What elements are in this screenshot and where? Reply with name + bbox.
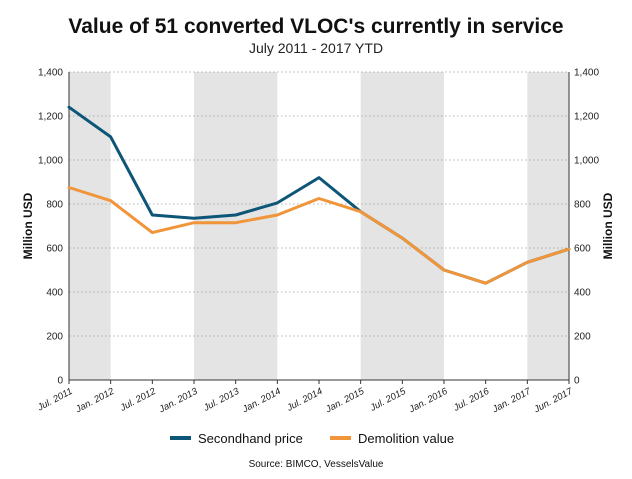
y-tick-left-label: 400	[46, 288, 63, 299]
x-tick-label: Jul. 2015	[368, 386, 409, 415]
x-tick-label: Jul. 2014	[284, 386, 324, 414]
gridlines	[69, 71, 569, 337]
y-tick-left-label: 600	[46, 244, 63, 255]
x-tick-label: Jan. 2012	[73, 386, 117, 416]
shaded-band-2	[360, 72, 444, 380]
x-tick-label: Jan. 2014	[240, 386, 283, 416]
series-line-demolition-value	[67, 186, 571, 285]
x-tick-label: Jul. 2011	[35, 386, 74, 414]
plot-area	[67, 71, 571, 384]
x-tick-label: Jul. 2013	[201, 386, 242, 415]
y-tick-left-label: 1,400	[38, 68, 63, 79]
y-tick-right-label: 800	[574, 200, 591, 211]
x-tick-label: Jun. 2017	[532, 386, 576, 416]
x-tick-label: Jan. 2017	[490, 386, 534, 416]
y-tick-left-label: 1,200	[38, 112, 63, 123]
y-tick-right-label: 400	[574, 288, 591, 299]
legend-label-secondhand: Secondhand price	[198, 431, 303, 446]
legend: Secondhand price Demolition value	[170, 431, 454, 446]
y-tick-left-label: 1,000	[38, 156, 63, 167]
y-tick-right-label: 1,400	[574, 68, 599, 79]
shaded-band-3	[527, 72, 569, 380]
axes	[68, 72, 570, 384]
y-axis-left-ticks: 0 200 400 600 800 1,000 1,200 1,400	[38, 68, 63, 387]
series-lines	[67, 105, 571, 285]
y-axis-right-ticks: 0 200 400 600 800 1,000 1,200 1,400	[574, 68, 599, 387]
x-tick-label: Jan. 2013	[157, 386, 201, 416]
series-line-secondhand-price	[67, 105, 571, 285]
y-tick-right-label: 0	[574, 376, 580, 387]
source-note: Source: BIMCO, VesselsValue	[249, 459, 384, 470]
y-tick-left-label: 0	[57, 376, 63, 387]
x-tick-label: Jan. 2015	[323, 386, 367, 416]
x-tick-label: Jul. 2016	[451, 386, 492, 415]
chart-title: Value of 51 converted VLOC's currently i…	[68, 15, 563, 38]
legend-label-demolition: Demolition value	[358, 431, 454, 446]
y-tick-right-label: 200	[574, 332, 591, 343]
y-tick-right-label: 600	[574, 244, 591, 255]
y-tick-left-label: 200	[46, 332, 63, 343]
chart-subtitle: July 2011 - 2017 YTD	[249, 40, 383, 56]
y-tick-right-label: 1,000	[574, 156, 599, 167]
y-axis-label-right: Million USD	[601, 192, 615, 259]
y-axis-label-left: Million USD	[21, 192, 35, 259]
shaded-band-0	[69, 72, 111, 380]
x-tick-label: Jul. 2012	[118, 386, 159, 415]
x-tick-label: Jan. 2016	[407, 386, 451, 416]
y-tick-right-label: 1,200	[574, 112, 599, 123]
x-axis-ticks: Jul. 2011 Jan. 2012 Jul. 2012 Jan. 2013 Jul.…	[35, 386, 575, 416]
shaded-bands	[69, 72, 569, 380]
y-tick-left-label: 800	[46, 200, 63, 211]
shaded-band-1	[194, 72, 278, 380]
